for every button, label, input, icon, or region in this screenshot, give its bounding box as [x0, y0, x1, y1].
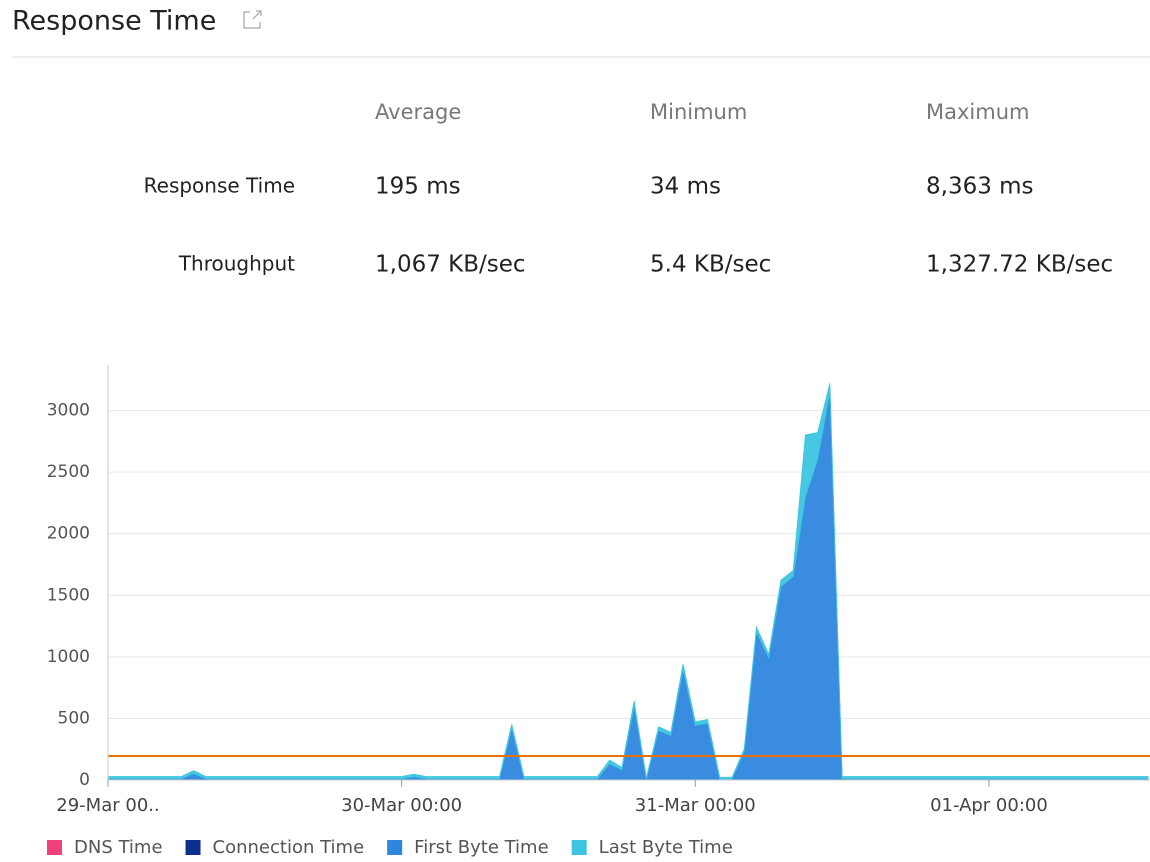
area: [107, 383, 1149, 780]
external-link-icon[interactable]: [243, 10, 262, 29]
legend-swatch: [47, 840, 62, 855]
legend-label: First Byte Time: [414, 837, 549, 858]
stat-value: 8,363 ms: [926, 174, 1034, 200]
legend-label: Connection Time: [213, 837, 365, 858]
stats-table: Average Minimum Maximum Response Time 195 ms…: [144, 100, 1113, 278]
y-tick-label: 500: [58, 708, 90, 728]
legend-label: DNS Time: [74, 837, 163, 858]
x-tick-label: 29-Mar 00..: [56, 795, 159, 816]
y-tick-label: 2000: [47, 524, 90, 544]
y-tick-label: 1500: [47, 585, 90, 605]
stat-value: 1,067 KB/sec: [375, 252, 526, 278]
stat-value: 5.4 KB/sec: [650, 252, 771, 278]
legend: DNS Time Connection Time First Byte Time La…: [47, 837, 733, 858]
row-label: Response Time: [144, 174, 295, 198]
column-header: Minimum: [650, 100, 747, 124]
x-tick-label: 01-Apr 00:00: [930, 795, 1048, 816]
legend-swatch: [571, 840, 587, 855]
legend-label: Last Byte Time: [599, 837, 733, 858]
stat-value: 195 ms: [375, 174, 461, 200]
widget-title: Response Time: [12, 6, 216, 37]
stat-value: 1,327.72 KB/sec: [926, 252, 1113, 278]
icon-box: [243, 11, 261, 29]
legend-swatch: [185, 840, 201, 855]
row-label: Throughput: [178, 252, 295, 276]
x-tick-label: 30-Mar 00:00: [341, 795, 462, 816]
y-tick-label: 0: [79, 770, 90, 790]
area: [107, 391, 1149, 781]
legend-swatch: [387, 840, 403, 855]
x-tick-label: 31-Mar 00:00: [635, 795, 756, 816]
chart: 0 500 1000 1500 2000 2500 3000 29-Mar 00.. 30-Ma…: [47, 365, 1150, 816]
y-tick-label: 3000: [47, 401, 90, 421]
icon-arrow: [252, 10, 262, 20]
y-tick-label: 1000: [47, 647, 90, 667]
y-tick-label: 2500: [47, 462, 90, 482]
column-header: Average: [375, 100, 461, 124]
stat-value: 34 ms: [650, 174, 721, 200]
column-header: Maximum: [926, 100, 1029, 124]
